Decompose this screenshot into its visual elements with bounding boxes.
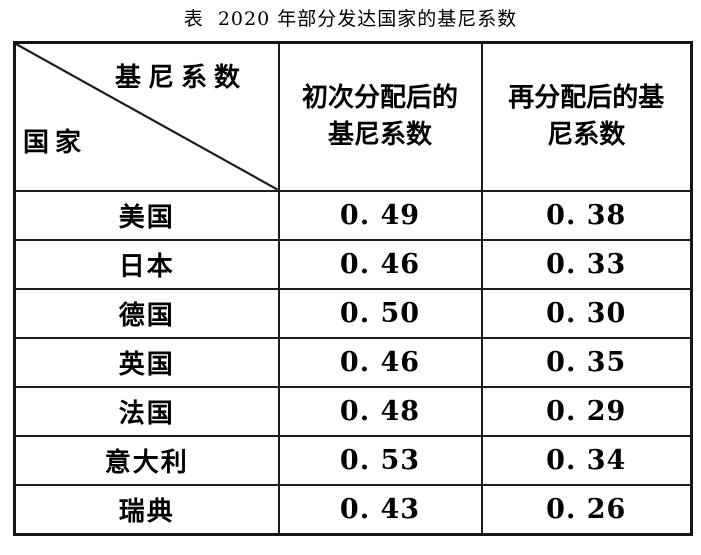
table-row: 意大利 0. 53 0. 34 bbox=[13, 434, 693, 486]
table-title: 表 2020 年部分发达国家的基尼系数 bbox=[183, 8, 518, 30]
redistributed-gini-cell: 0. 29 bbox=[480, 385, 693, 437]
redistributed-gini-cell: 0. 26 bbox=[480, 483, 693, 536]
table-row: 德国 0. 50 0. 30 bbox=[13, 287, 693, 339]
table-row: 英国 0. 46 0. 35 bbox=[13, 336, 693, 388]
country-cell: 日本 bbox=[13, 238, 280, 290]
column-header-primary-distribution: 初次分配后的 基尼系数 bbox=[277, 41, 483, 192]
country-cell: 美国 bbox=[13, 189, 280, 241]
corner-header-cell: 基尼系数 国家 bbox=[13, 41, 280, 192]
redistributed-gini-cell: 0. 30 bbox=[480, 287, 693, 339]
primary-gini-cell: 0. 49 bbox=[277, 189, 483, 241]
table-row: 法国 0. 48 0. 29 bbox=[13, 385, 693, 437]
header-row: 基尼系数 国家 初次分配后的 基尼系数 再分配后的基 尼系数 bbox=[13, 41, 693, 192]
corner-label-gini-coefficient: 基尼系数 bbox=[115, 63, 248, 93]
primary-gini-cell: 0. 43 bbox=[277, 483, 483, 536]
primary-gini-cell: 0. 46 bbox=[277, 336, 483, 388]
primary-gini-cell: 0. 48 bbox=[277, 385, 483, 437]
corner-label-country: 国家 bbox=[23, 128, 88, 159]
country-cell: 英国 bbox=[13, 336, 280, 388]
table-row: 美国 0. 49 0. 38 bbox=[13, 189, 693, 241]
redistributed-gini-cell: 0. 35 bbox=[480, 336, 693, 388]
diagonal-divider-line bbox=[16, 44, 278, 190]
country-cell: 瑞典 bbox=[13, 483, 280, 536]
table-row: 瑞典 0. 43 0. 26 bbox=[13, 483, 693, 536]
table-row: 日本 0. 46 0. 33 bbox=[13, 238, 693, 290]
redistributed-gini-cell: 0. 34 bbox=[480, 434, 693, 486]
country-cell: 德国 bbox=[13, 287, 280, 339]
redistributed-gini-cell: 0. 38 bbox=[480, 189, 693, 241]
primary-gini-cell: 0. 50 bbox=[277, 287, 483, 339]
country-cell: 法国 bbox=[13, 385, 280, 437]
primary-gini-cell: 0. 46 bbox=[277, 238, 483, 290]
primary-gini-cell: 0. 53 bbox=[277, 434, 483, 486]
gini-table: 基尼系数 国家 初次分配后的 基尼系数 再分配后的基 尼系数 美国 0. 49 … bbox=[13, 41, 693, 536]
redistributed-gini-cell: 0. 33 bbox=[480, 238, 693, 290]
country-cell: 意大利 bbox=[13, 434, 280, 486]
column-header-redistribution: 再分配后的基 尼系数 bbox=[480, 41, 693, 192]
